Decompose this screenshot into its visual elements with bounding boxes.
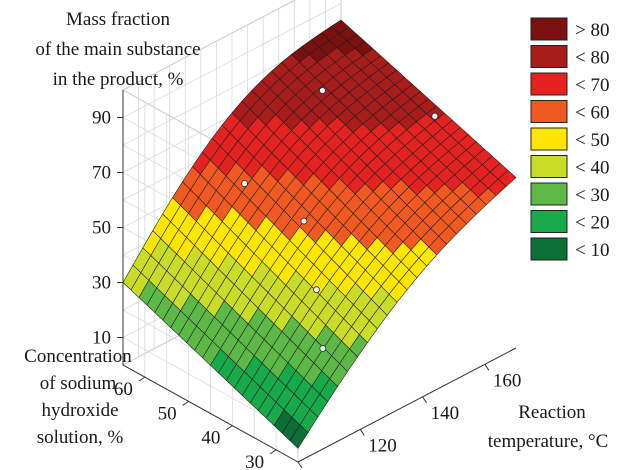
legend-swatch <box>530 155 568 178</box>
y-axis-title-line-3: hydroxide <box>41 400 118 421</box>
x-tick-label: 140 <box>431 403 460 424</box>
z-tick-label: 70 <box>92 163 111 184</box>
z-axis-title-line-2: of the main substance <box>35 39 200 60</box>
legend-swatch <box>530 127 568 151</box>
y-axis-title-line-4: solution, % <box>37 427 124 448</box>
x-tick-mark <box>297 461 303 469</box>
legend-label: < 80 <box>575 48 609 69</box>
axis-edge <box>297 347 517 463</box>
z-axis-title-line-1: Mass fraction <box>66 9 170 30</box>
z-tick-label: 10 <box>92 328 111 349</box>
legend-label: < 60 <box>575 103 609 124</box>
data-points <box>241 87 439 352</box>
z-axis-title-line-3: in the product, % <box>53 69 184 90</box>
legend-label: < 40 <box>575 158 609 179</box>
x-tick-mark <box>422 396 427 404</box>
legend-swatch <box>530 17 568 41</box>
surface-cell <box>289 424 309 449</box>
y-axis-title-line-2: of sodium <box>40 373 117 394</box>
y-tick-label: 40 <box>201 428 220 449</box>
x-axis-title-line-2: temperature, °C <box>488 431 609 452</box>
data-point <box>319 345 327 352</box>
y-tick-label: 60 <box>114 379 133 400</box>
surface-mesh <box>122 19 517 449</box>
x-tick-label: 120 <box>368 435 397 456</box>
y-tick-mark <box>138 376 146 382</box>
x-tick-mark <box>359 429 365 436</box>
x-axis-title-line-1: Reaction <box>518 402 586 423</box>
y-tick-label: 50 <box>158 403 177 424</box>
x-tick-label: 100 <box>306 468 335 470</box>
data-point <box>431 112 439 120</box>
axis-edge <box>122 364 299 463</box>
y-tick-mark <box>182 400 189 406</box>
legend: > 80 < 80 < 70 < 60 < 50 < 40 < 30 < 20 < 10 <box>530 17 609 261</box>
legend-label: < 70 <box>575 75 609 96</box>
legend-swatch <box>530 45 568 68</box>
legend-swatch <box>530 100 568 123</box>
y-tick-mark <box>226 425 233 431</box>
legend-label: < 10 <box>575 240 609 261</box>
z-tick-label: 30 <box>92 273 111 294</box>
legend-swatch <box>530 210 568 233</box>
y-axis-ticks: 30 40 50 60 <box>114 376 277 470</box>
y-axis-title-line-1: Concentration <box>24 346 132 367</box>
x-axis-title: Reaction temperature, °C <box>488 402 609 452</box>
data-point <box>241 180 249 187</box>
legend-label: < 20 <box>575 213 609 234</box>
z-tick-label: 90 <box>92 108 111 129</box>
z-axis-title: Mass fraction of the main substance in t… <box>35 9 200 90</box>
legend-swatch <box>530 237 568 261</box>
legend-label: > 80 <box>575 20 609 41</box>
z-axis-ticks: 10 30 50 70 90 <box>92 108 123 349</box>
legend-label: < 50 <box>575 130 609 151</box>
y-axis-title: Concentration of sodium hydroxide soluti… <box>24 346 132 448</box>
legend-swatch <box>530 182 568 206</box>
data-point <box>300 217 308 225</box>
y-tick-label: 30 <box>245 452 264 470</box>
data-point <box>319 87 326 94</box>
data-point <box>313 286 320 294</box>
x-axis-ticks: 100 120 140 160 <box>297 364 522 470</box>
legend-label: < 30 <box>575 185 609 206</box>
legend-swatch <box>530 72 568 96</box>
z-tick-label: 50 <box>92 218 111 239</box>
y-tick-mark <box>269 449 277 455</box>
x-tick-label: 160 <box>493 370 522 391</box>
x-tick-mark <box>484 364 490 371</box>
